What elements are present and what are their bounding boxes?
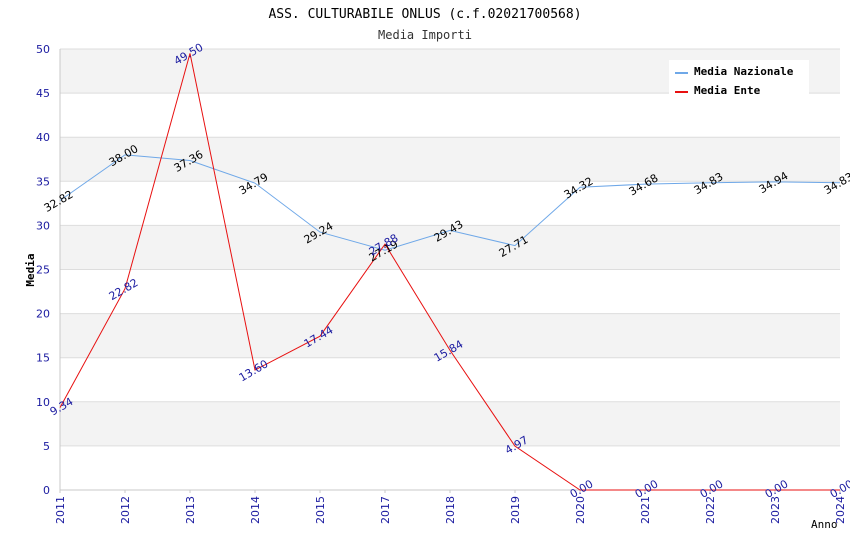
grid-band [60,401,840,446]
y-tick-label: 35 [36,175,50,188]
y-tick-label: 45 [36,87,50,100]
x-axis-label: Anno [811,518,838,531]
x-tick-label: 2017 [379,496,392,524]
x-tick-label: 2011 [54,496,67,524]
legend-box [669,60,809,96]
y-tick-label: 20 [36,308,50,321]
series-line-1 [59,53,840,491]
x-tick-label: 2023 [769,496,782,524]
y-tick-label: 0 [43,484,50,497]
y-tick-label: 40 [36,131,50,144]
y-tick-label: 15 [36,352,50,365]
y-axis-label: Media [24,253,37,286]
chart-subtitle: Media Importi [378,28,472,42]
chart-title: ASS. CULTURABILE ONLUS (c.f.02021700568) [268,7,581,22]
legend: Media Nazionale Media Ente [669,60,809,97]
legend-label-ente: Media Ente [694,84,761,97]
y-tick-label: 50 [36,43,50,56]
x-tick-label: 2019 [509,496,522,524]
x-tick-label: 2014 [249,496,262,524]
y-tick-label: 25 [36,264,50,277]
grid-band [60,225,840,270]
x-tick-label: 2022 [704,496,717,524]
x-tick-label: 2024 [834,496,847,524]
y-tick-label: 10 [36,396,50,409]
series-line-0 [59,154,841,251]
x-tick-label: 2015 [314,496,327,524]
axes: 0 5 10 15 20 25 30 35 40 45 50 2011 2012 2013 2014 2015… [36,43,847,524]
legend-label-nazionale: Media Nazionale [694,65,794,78]
x-tick-label: 2012 [119,496,132,524]
y-tick-label: 5 [43,440,50,453]
x-tick-label: 2020 [574,496,587,524]
series-lines [59,53,841,491]
x-tick-label: 2013 [184,496,197,524]
x-tick-label: 2018 [444,496,457,524]
x-tick-label: 2021 [639,496,652,524]
y-tick-label: 30 [36,219,50,232]
grid-band [60,137,840,182]
